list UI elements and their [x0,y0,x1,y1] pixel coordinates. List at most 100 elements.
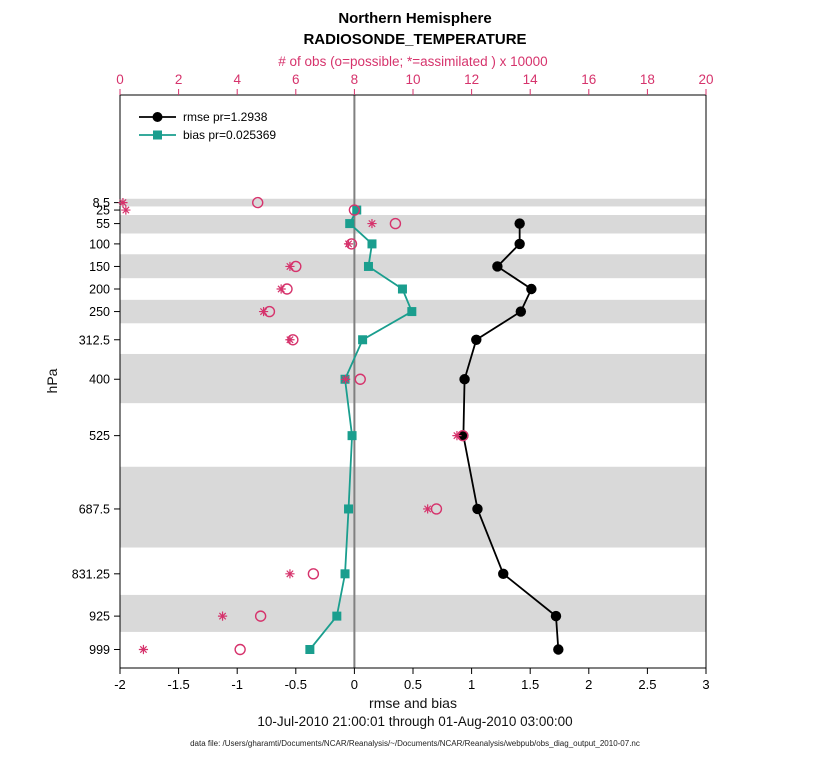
obs-possible-marker [234,643,246,656]
obs-assimilated-marker [285,569,295,579]
gray-band [120,254,706,279]
x-tick-label-top: 14 [523,72,539,87]
chart-subtitle: RADIOSONDE_TEMPERATURE [303,31,526,48]
x-tick-label-top: 10 [405,72,420,87]
y-tick-label: 100 [89,237,110,251]
chart-title: Northern Hemisphere [338,10,491,27]
x-tick-label-top: 8 [351,72,359,87]
x-tick-label-bottom: 1 [468,677,475,692]
y-tick-label: 250 [89,305,110,319]
y-tick-label: 200 [89,283,110,297]
rmse-marker [550,610,562,622]
obs-possible-marker [307,568,320,580]
obs-assimilated-marker [423,504,433,514]
obs-possible-marker [254,610,267,622]
rmse-marker [498,568,509,580]
obs-assimilated-marker [138,644,149,655]
obs-assimilated-marker [258,306,269,317]
plot-area: -2 -1.5 -1 -0.5 0 0.5 1 1.5 2 2.5 3 0 2 4 6 8 10 12 14 16 18… [72,72,714,692]
legend-rmse-label: rmse pr=1.2938 [183,110,268,124]
bias-marker [345,219,355,229]
rmse-marker [471,334,482,345]
obs-assimilated-marker [118,198,128,208]
data-file-path: data file: /Users/gharamti/Documents/NCA… [190,739,640,748]
date-range: 10-Jul-2010 21:00:01 through 01-Aug-2010… [257,714,572,729]
obs-assimilated-marker [121,205,131,215]
obs-assimilated-marker [452,431,462,441]
rmse-marker [472,503,483,515]
bias-marker [358,335,368,345]
obs-assimilated-marker [341,374,351,384]
legend: rmse pr=1.2938 bias pr=0.025369 [139,110,276,142]
rmse-marker [492,261,503,272]
rmse-marker [459,374,470,385]
x-tick-label-bottom: -1.5 [167,677,189,692]
legend-bias-marker-icon [153,130,162,140]
gray-band [120,466,706,548]
bias-marker [352,205,362,215]
x-tick-label-bottom: 1.5 [521,677,539,692]
gray-band [120,215,706,234]
obs-possible-marker [389,217,402,230]
x-tick-label-top: 4 [233,72,241,87]
x-tick-label-top: 18 [640,72,655,87]
bias-marker [340,569,350,579]
x-axis-label: rmse and bias [369,695,457,711]
gray-band [120,594,706,632]
y-tick-label: 312.5 [79,333,110,347]
x-tick-label-bottom: 2 [585,677,592,692]
rmse-marker [553,644,564,655]
bias-marker [397,284,407,294]
rmse-line [462,223,560,650]
gray-band [120,198,706,207]
y-tick-label: 8.5 [93,196,110,210]
rmse-marker [514,218,525,229]
y-tick-label: 831.25 [72,567,110,581]
rmse-marker [526,283,537,295]
x-tick-label-bottom: 0 [351,677,358,692]
y-tick-label: 25 [96,204,110,218]
x-tick-label-bottom: -2 [114,677,126,692]
y-axis-label: hPa [44,368,60,393]
rmse-marker [458,430,469,441]
x-tick-label-top: 2 [175,72,183,87]
top-axis-label: # of obs (o=possible; *=assimilated ) x … [278,54,547,69]
y-tick-label: 687.5 [79,502,110,516]
y-tick-label: 999 [89,643,110,657]
x-tick-label-top: 12 [464,72,479,87]
obs-assimilated-marker [276,284,286,294]
gray-band [120,353,706,404]
x-tick-label-bottom: 0.5 [404,677,422,692]
bias-marker [407,307,417,317]
bias-marker [363,261,373,271]
y-tick-label: 150 [89,260,110,274]
x-tick-label-bottom: -1 [231,677,243,692]
bias-marker [332,611,342,621]
x-tick-label-top: 6 [292,72,300,87]
bias-marker [367,239,377,249]
y-tick-label: 525 [89,429,110,443]
legend-rmse-marker-icon [152,112,163,122]
legend-bias-label: bias pr=0.025369 [183,128,276,142]
obs-assimilated-marker [367,218,377,229]
bias-marker [344,504,354,514]
obs-possible-marker [348,204,361,216]
bias-marker [347,431,357,441]
x-tick-label-top: 20 [698,72,713,87]
obs-possible-marker [354,373,366,385]
rmse-marker [515,306,527,317]
obs-assimilated-marker [217,611,228,621]
obs-possible-marker [252,196,264,209]
obs-assimilated-marker [343,239,354,249]
x-tick-label-bottom: 3 [702,677,709,692]
y-tick-label: 400 [89,373,110,387]
obs-assimilated-marker [285,335,295,345]
x-tick-label-top: 0 [116,72,124,87]
obs-assimilated-marker [285,261,295,272]
x-tick-label-bottom: 2.5 [638,677,656,692]
y-tick-label: 925 [89,610,110,624]
rmse-marker [514,238,525,250]
x-tick-label-top: 16 [581,72,596,87]
bias-marker [305,645,315,655]
